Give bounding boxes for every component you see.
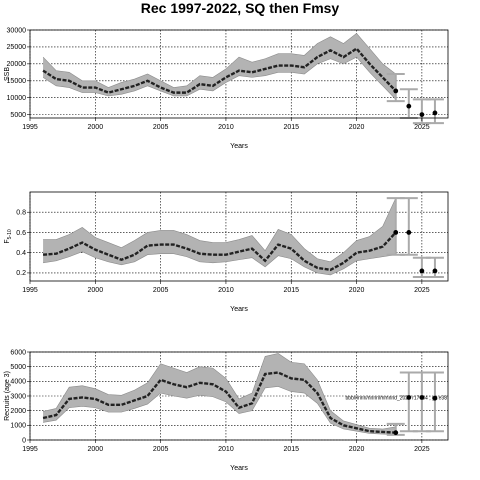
x-axis-label: Years <box>230 143 248 150</box>
projection-point <box>432 395 438 401</box>
x-tick-label: 2000 <box>88 446 104 453</box>
panel-ssb: 1995 2000 2005 2010 2015 2020 2025 5000 10000 150… <box>4 27 449 150</box>
y-tick-label: 3000 <box>10 393 26 400</box>
panel-fishing-mortality: 1995 2000 2005 2010 2015 2020 2025 0.2 0.4 0.6 0.8… <box>4 191 449 313</box>
projection-point <box>393 230 399 235</box>
y-tick-label: 5000 <box>10 364 26 371</box>
x-tick-label: 2025 <box>414 124 430 131</box>
y-axis-label: SSB <box>4 67 11 81</box>
upper-bound-line <box>43 197 397 263</box>
y-axis-label: F5-10 <box>4 229 13 244</box>
lower-bound-line <box>42 56 396 100</box>
y-tick-label: 2000 <box>10 408 26 415</box>
confidence-band <box>43 353 396 435</box>
projection-point <box>406 103 412 109</box>
y-tick-label: 6000 <box>10 349 26 356</box>
lower-bound-line <box>43 386 396 436</box>
plot-frame <box>29 29 449 119</box>
projection-point <box>393 88 399 94</box>
figure-title: Rec 1997-2022, SQ then Fmsy <box>141 0 340 16</box>
x-axis-label: Years <box>230 306 248 313</box>
lower-bound-line <box>43 251 396 276</box>
projection-point <box>406 395 412 400</box>
projection-point <box>419 268 425 274</box>
y-tick-label: 0.4 <box>16 250 26 257</box>
x-tick-label: 2025 <box>414 287 430 294</box>
x-tick-label: 1995 <box>22 446 38 453</box>
x-tick-label: 2015 <box>283 287 299 294</box>
x-tick-label: 2005 <box>153 446 169 453</box>
x-tick-label: 2015 <box>283 124 299 131</box>
y-tick-label: 0.8 <box>16 210 26 217</box>
projection-point <box>406 230 412 235</box>
panel-recruits: 1995 2000 2005 2010 2015 2020 2025 0 1000 2000 300… <box>4 349 449 472</box>
y-tick-label: 0.2 <box>16 270 26 277</box>
y-tick-label: 1000 <box>10 423 26 430</box>
median-line <box>42 371 396 434</box>
y-tick-label: 15000 <box>7 78 27 85</box>
x-tick-label: 2005 <box>153 287 169 294</box>
y-tick-label: 30000 <box>7 27 27 34</box>
y-tick-label: 25000 <box>7 44 27 51</box>
median-line <box>42 47 397 94</box>
upper-bound-line <box>42 353 396 430</box>
x-tick-label: 2010 <box>218 446 234 453</box>
y-axis-label: Recruits (age 3) <box>4 371 11 421</box>
y-tick-label: 10000 <box>7 95 27 102</box>
y-axis-label-subscript: 5-10 <box>7 229 13 239</box>
x-tick-label: 2000 <box>88 287 104 294</box>
x-tick-label: 1995 <box>22 124 38 131</box>
y-tick-label: 4000 <box>10 379 26 386</box>
confidence-band <box>43 33 396 100</box>
x-tick-label: 2020 <box>349 287 365 294</box>
x-tick-label: 1995 <box>22 287 38 294</box>
x-tick-label: 2005 <box>153 124 169 131</box>
projection-point <box>432 268 438 274</box>
x-tick-label: 2020 <box>349 124 365 131</box>
x-axis-label: Years <box>230 465 248 472</box>
x-tick-label: 2010 <box>218 287 234 294</box>
x-tick-label: 2015 <box>283 446 299 453</box>
y-tick-label: 20000 <box>7 61 27 68</box>
y-tick-label: 0.6 <box>16 230 26 237</box>
upper-bound-line <box>42 32 396 88</box>
projection-point <box>419 112 425 118</box>
x-tick-label: 2025 <box>414 446 430 453</box>
plot-frame <box>29 191 449 282</box>
x-tick-label: 2000 <box>88 124 104 131</box>
x-tick-label: 2020 <box>349 446 365 453</box>
median-line <box>42 231 397 272</box>
projection-point <box>432 110 438 116</box>
y-tick-label: 0 <box>22 437 26 444</box>
x-tick-label: 2010 <box>218 124 234 131</box>
projection-point <box>393 430 399 436</box>
run-annotation: bbb/nnnn/nnnn/mmnnd_2024 r17934 ; git e3… <box>346 395 448 401</box>
y-tick-label: 5000 <box>10 112 26 119</box>
projection-point <box>419 395 425 400</box>
